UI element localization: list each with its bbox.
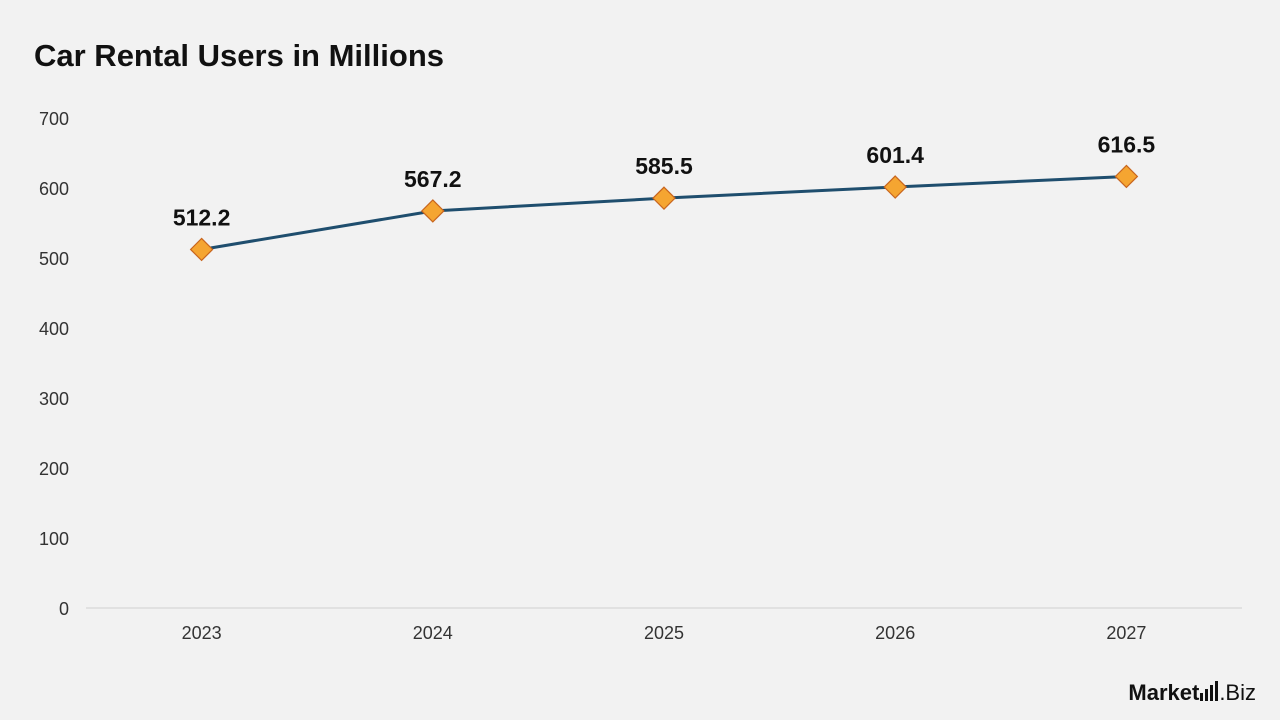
y-axis-ticks: 0 100 200 300 400 500 600 700 bbox=[39, 109, 69, 619]
x-tick-label: 2025 bbox=[644, 623, 684, 643]
y-tick-label: 700 bbox=[39, 109, 69, 129]
data-label: 567.2 bbox=[404, 166, 462, 192]
data-label: 512.2 bbox=[173, 204, 231, 230]
data-points bbox=[189, 164, 1139, 262]
x-tick-label: 2024 bbox=[413, 623, 453, 643]
y-tick-label: 400 bbox=[39, 319, 69, 339]
x-tick-label: 2027 bbox=[1106, 623, 1146, 643]
y-tick-label: 200 bbox=[39, 459, 69, 479]
logo-bars-icon bbox=[1200, 681, 1219, 701]
x-tick-label: 2026 bbox=[875, 623, 915, 643]
data-point-diamond bbox=[883, 175, 908, 199]
logo-text-market: Market bbox=[1128, 680, 1200, 705]
y-tick-label: 600 bbox=[39, 179, 69, 199]
data-label: 601.4 bbox=[866, 142, 924, 168]
marketbiz-logo: Market .Biz bbox=[1128, 680, 1256, 706]
y-tick-label: 0 bbox=[59, 599, 69, 619]
y-tick-label: 300 bbox=[39, 389, 69, 409]
chart-title: Car Rental Users in Millions bbox=[34, 38, 444, 73]
y-tick-label: 500 bbox=[39, 249, 69, 269]
data-label: 616.5 bbox=[1098, 131, 1156, 157]
logo-text-biz: .Biz bbox=[1219, 680, 1256, 705]
data-label: 585.5 bbox=[635, 153, 693, 179]
data-point-diamond bbox=[420, 199, 445, 223]
data-point-diamond bbox=[652, 186, 676, 210]
y-tick-label: 100 bbox=[39, 529, 69, 549]
data-labels: 512.2 567.2 585.5 601.4 616.5 bbox=[173, 131, 1156, 230]
data-point-diamond bbox=[189, 237, 214, 262]
x-axis-ticks: 2023 2024 2025 2026 2027 bbox=[182, 623, 1147, 643]
data-point-diamond bbox=[1114, 164, 1139, 189]
x-tick-label: 2023 bbox=[182, 623, 222, 643]
